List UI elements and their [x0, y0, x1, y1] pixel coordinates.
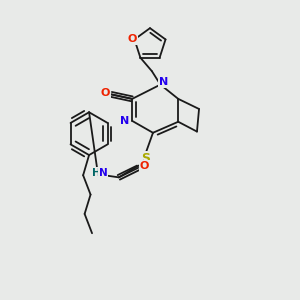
Text: N: N	[99, 168, 107, 178]
Text: H: H	[92, 168, 101, 178]
Text: O: O	[128, 34, 137, 44]
Text: S: S	[141, 152, 150, 165]
Text: N: N	[159, 76, 169, 87]
Text: O: O	[140, 161, 149, 171]
Text: N: N	[120, 116, 129, 126]
Text: O: O	[101, 88, 110, 98]
